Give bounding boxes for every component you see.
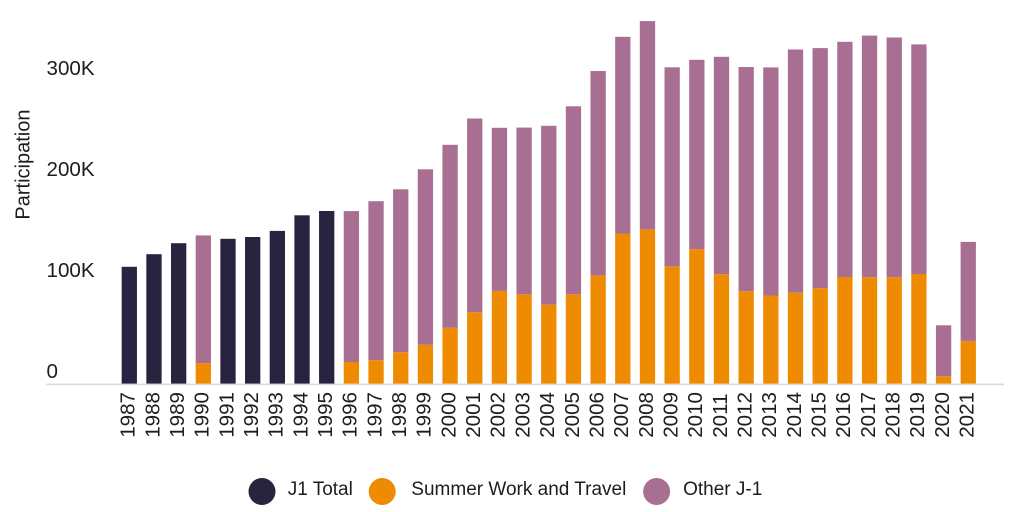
svg-text:1999: 1999 <box>413 392 436 438</box>
svg-text:2014: 2014 <box>783 392 806 438</box>
svg-text:1987: 1987 <box>117 392 140 438</box>
svg-text:0: 0 <box>47 360 58 383</box>
svg-text:Participation: Participation <box>12 110 34 220</box>
svg-text:1993: 1993 <box>265 392 288 438</box>
svg-text:200K: 200K <box>47 158 95 181</box>
svg-text:2016: 2016 <box>832 392 855 438</box>
svg-text:1992: 1992 <box>240 392 263 438</box>
svg-text:2007: 2007 <box>610 392 633 438</box>
svg-text:J1 Total: J1 Total <box>288 479 353 500</box>
svg-text:Other J-1: Other J-1 <box>683 479 762 500</box>
svg-text:2004: 2004 <box>536 392 559 438</box>
svg-text:Summer Work and Travel: Summer Work and Travel <box>411 479 626 500</box>
svg-text:2000: 2000 <box>437 392 460 438</box>
svg-text:2021: 2021 <box>956 392 979 438</box>
svg-text:2019: 2019 <box>906 392 929 438</box>
svg-text:2011: 2011 <box>709 394 732 438</box>
svg-text:1998: 1998 <box>388 392 411 438</box>
svg-text:1997: 1997 <box>363 392 386 438</box>
svg-text:2010: 2010 <box>684 392 707 438</box>
svg-text:2013: 2013 <box>758 392 781 438</box>
svg-text:300K: 300K <box>47 57 95 80</box>
svg-text:2012: 2012 <box>733 392 756 438</box>
svg-text:2001: 2001 <box>462 392 485 438</box>
svg-text:1994: 1994 <box>289 392 312 438</box>
svg-text:1995: 1995 <box>314 392 337 438</box>
svg-text:1988: 1988 <box>141 392 164 438</box>
svg-text:2015: 2015 <box>808 392 831 438</box>
svg-text:1991: 1991 <box>215 392 238 438</box>
svg-text:2018: 2018 <box>882 392 905 438</box>
svg-text:1996: 1996 <box>339 392 362 438</box>
svg-text:100K: 100K <box>47 259 95 282</box>
svg-text:2006: 2006 <box>585 392 608 438</box>
svg-text:1990: 1990 <box>191 392 214 438</box>
svg-text:2002: 2002 <box>487 392 510 438</box>
svg-text:2003: 2003 <box>511 392 534 438</box>
svg-text:2008: 2008 <box>635 392 658 438</box>
svg-text:2009: 2009 <box>659 392 682 438</box>
svg-text:2020: 2020 <box>931 392 954 438</box>
svg-text:2017: 2017 <box>857 392 880 438</box>
svg-text:1989: 1989 <box>166 392 189 438</box>
svg-text:2005: 2005 <box>561 392 584 438</box>
